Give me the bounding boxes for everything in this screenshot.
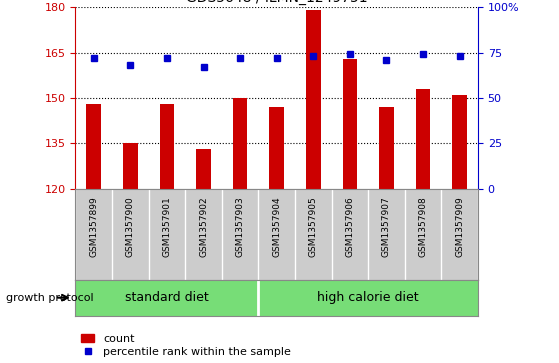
Bar xyxy=(452,95,467,189)
Text: GSM1357905: GSM1357905 xyxy=(309,196,318,257)
Bar xyxy=(196,150,211,189)
Text: GSM1357909: GSM1357909 xyxy=(455,196,464,257)
Text: GSM1357906: GSM1357906 xyxy=(345,196,354,257)
Bar xyxy=(233,98,248,189)
Text: GSM1357908: GSM1357908 xyxy=(419,196,428,257)
Bar xyxy=(269,107,284,189)
Legend: count, percentile rank within the sample: count, percentile rank within the sample xyxy=(81,334,291,358)
Title: GDS5648 / ILMN_1249751: GDS5648 / ILMN_1249751 xyxy=(186,0,367,5)
Text: growth protocol: growth protocol xyxy=(6,293,93,303)
Text: GSM1357904: GSM1357904 xyxy=(272,196,281,257)
Bar xyxy=(87,104,101,189)
Text: standard diet: standard diet xyxy=(125,291,209,304)
Bar xyxy=(123,143,138,189)
Bar xyxy=(379,107,394,189)
Bar xyxy=(343,59,357,189)
Text: GSM1357901: GSM1357901 xyxy=(163,196,172,257)
Text: high calorie diet: high calorie diet xyxy=(318,291,419,304)
Text: GSM1357903: GSM1357903 xyxy=(235,196,245,257)
Text: GSM1357907: GSM1357907 xyxy=(382,196,391,257)
Bar xyxy=(160,104,174,189)
Text: GSM1357900: GSM1357900 xyxy=(126,196,135,257)
Bar xyxy=(306,10,321,189)
Text: GSM1357899: GSM1357899 xyxy=(89,196,98,257)
Text: GSM1357902: GSM1357902 xyxy=(199,196,208,257)
Bar xyxy=(416,89,430,189)
